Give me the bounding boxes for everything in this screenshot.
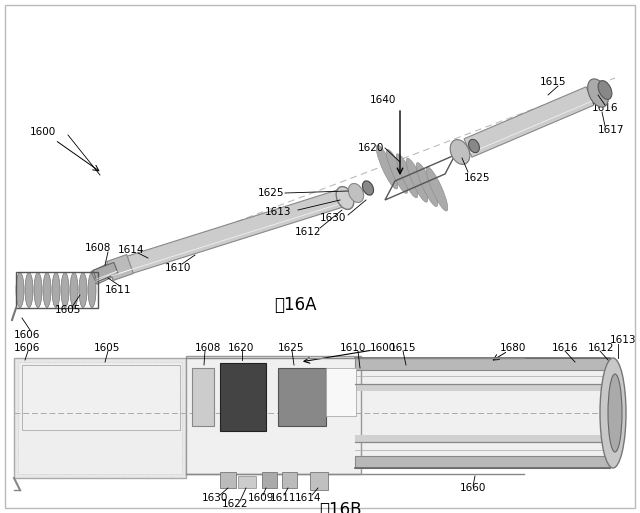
Ellipse shape (43, 272, 51, 307)
Text: 1625: 1625 (258, 188, 285, 198)
Text: 1608: 1608 (85, 243, 111, 253)
Ellipse shape (416, 163, 438, 207)
Bar (310, 472, 328, 490)
Text: 1606: 1606 (14, 330, 40, 340)
Bar (192, 368, 214, 426)
Bar (355, 370, 610, 456)
Text: 1620: 1620 (358, 143, 385, 153)
Text: 1611: 1611 (270, 493, 296, 503)
Text: 1606: 1606 (14, 343, 40, 353)
Text: 1630: 1630 (320, 213, 346, 223)
Text: 1600: 1600 (30, 127, 56, 137)
Text: 1660: 1660 (460, 483, 486, 493)
Ellipse shape (386, 149, 408, 193)
Bar (355, 384, 605, 391)
Polygon shape (464, 87, 594, 157)
Text: 1611: 1611 (105, 285, 131, 295)
Ellipse shape (348, 184, 364, 203)
Polygon shape (108, 188, 348, 280)
Ellipse shape (52, 272, 60, 307)
Ellipse shape (34, 272, 42, 307)
Bar (186, 356, 361, 474)
Bar (220, 363, 266, 431)
Text: 1610: 1610 (165, 263, 191, 273)
Text: 1615: 1615 (540, 77, 566, 87)
Bar (355, 435, 605, 442)
Bar (282, 472, 297, 488)
Bar (326, 368, 356, 416)
Text: 1640: 1640 (370, 95, 396, 105)
Polygon shape (91, 262, 118, 284)
Text: 1610: 1610 (340, 343, 366, 353)
Text: 1609: 1609 (248, 493, 275, 503)
Text: 1614: 1614 (295, 493, 321, 503)
Ellipse shape (608, 374, 622, 452)
Polygon shape (107, 254, 133, 281)
Ellipse shape (396, 154, 418, 198)
Bar (355, 358, 610, 370)
Bar (14, 358, 186, 478)
Text: 1605: 1605 (94, 343, 120, 353)
Text: 1630: 1630 (202, 493, 228, 503)
Ellipse shape (336, 187, 354, 209)
Text: 1616: 1616 (592, 103, 618, 113)
Bar (262, 472, 277, 488)
Ellipse shape (468, 140, 479, 153)
Ellipse shape (25, 272, 33, 307)
Text: 1615: 1615 (390, 343, 417, 353)
Ellipse shape (450, 140, 470, 164)
Text: 1612: 1612 (588, 343, 614, 353)
Text: 1608: 1608 (195, 343, 221, 353)
Ellipse shape (406, 158, 428, 202)
Ellipse shape (79, 272, 87, 307)
Ellipse shape (598, 81, 612, 100)
Text: 1614: 1614 (118, 245, 145, 255)
Text: 囲16B: 囲16B (319, 501, 361, 513)
Bar (18, 362, 182, 474)
Ellipse shape (88, 272, 96, 307)
Ellipse shape (600, 358, 626, 468)
Polygon shape (93, 262, 118, 282)
Bar (220, 472, 236, 488)
Text: 1680: 1680 (500, 343, 526, 353)
Ellipse shape (70, 272, 78, 307)
Bar (278, 368, 326, 426)
Ellipse shape (426, 167, 448, 211)
Text: 1613: 1613 (610, 335, 637, 345)
Ellipse shape (588, 79, 609, 107)
Text: 1620: 1620 (228, 343, 254, 353)
Text: 囲16A: 囲16A (274, 296, 316, 314)
Text: 1625: 1625 (464, 173, 490, 183)
Ellipse shape (16, 272, 24, 307)
Ellipse shape (362, 181, 374, 195)
Ellipse shape (376, 145, 398, 189)
Text: 1625: 1625 (278, 343, 305, 353)
Bar (355, 456, 610, 468)
Text: 1600: 1600 (370, 343, 396, 353)
Text: 1617: 1617 (598, 125, 625, 135)
Bar (22, 365, 180, 430)
Text: 1605: 1605 (55, 305, 81, 315)
Text: 1622: 1622 (222, 499, 248, 509)
Text: 1613: 1613 (265, 207, 291, 217)
Text: 1612: 1612 (295, 227, 321, 237)
Text: 1616: 1616 (552, 343, 579, 353)
Bar (238, 476, 256, 488)
Ellipse shape (61, 272, 69, 307)
